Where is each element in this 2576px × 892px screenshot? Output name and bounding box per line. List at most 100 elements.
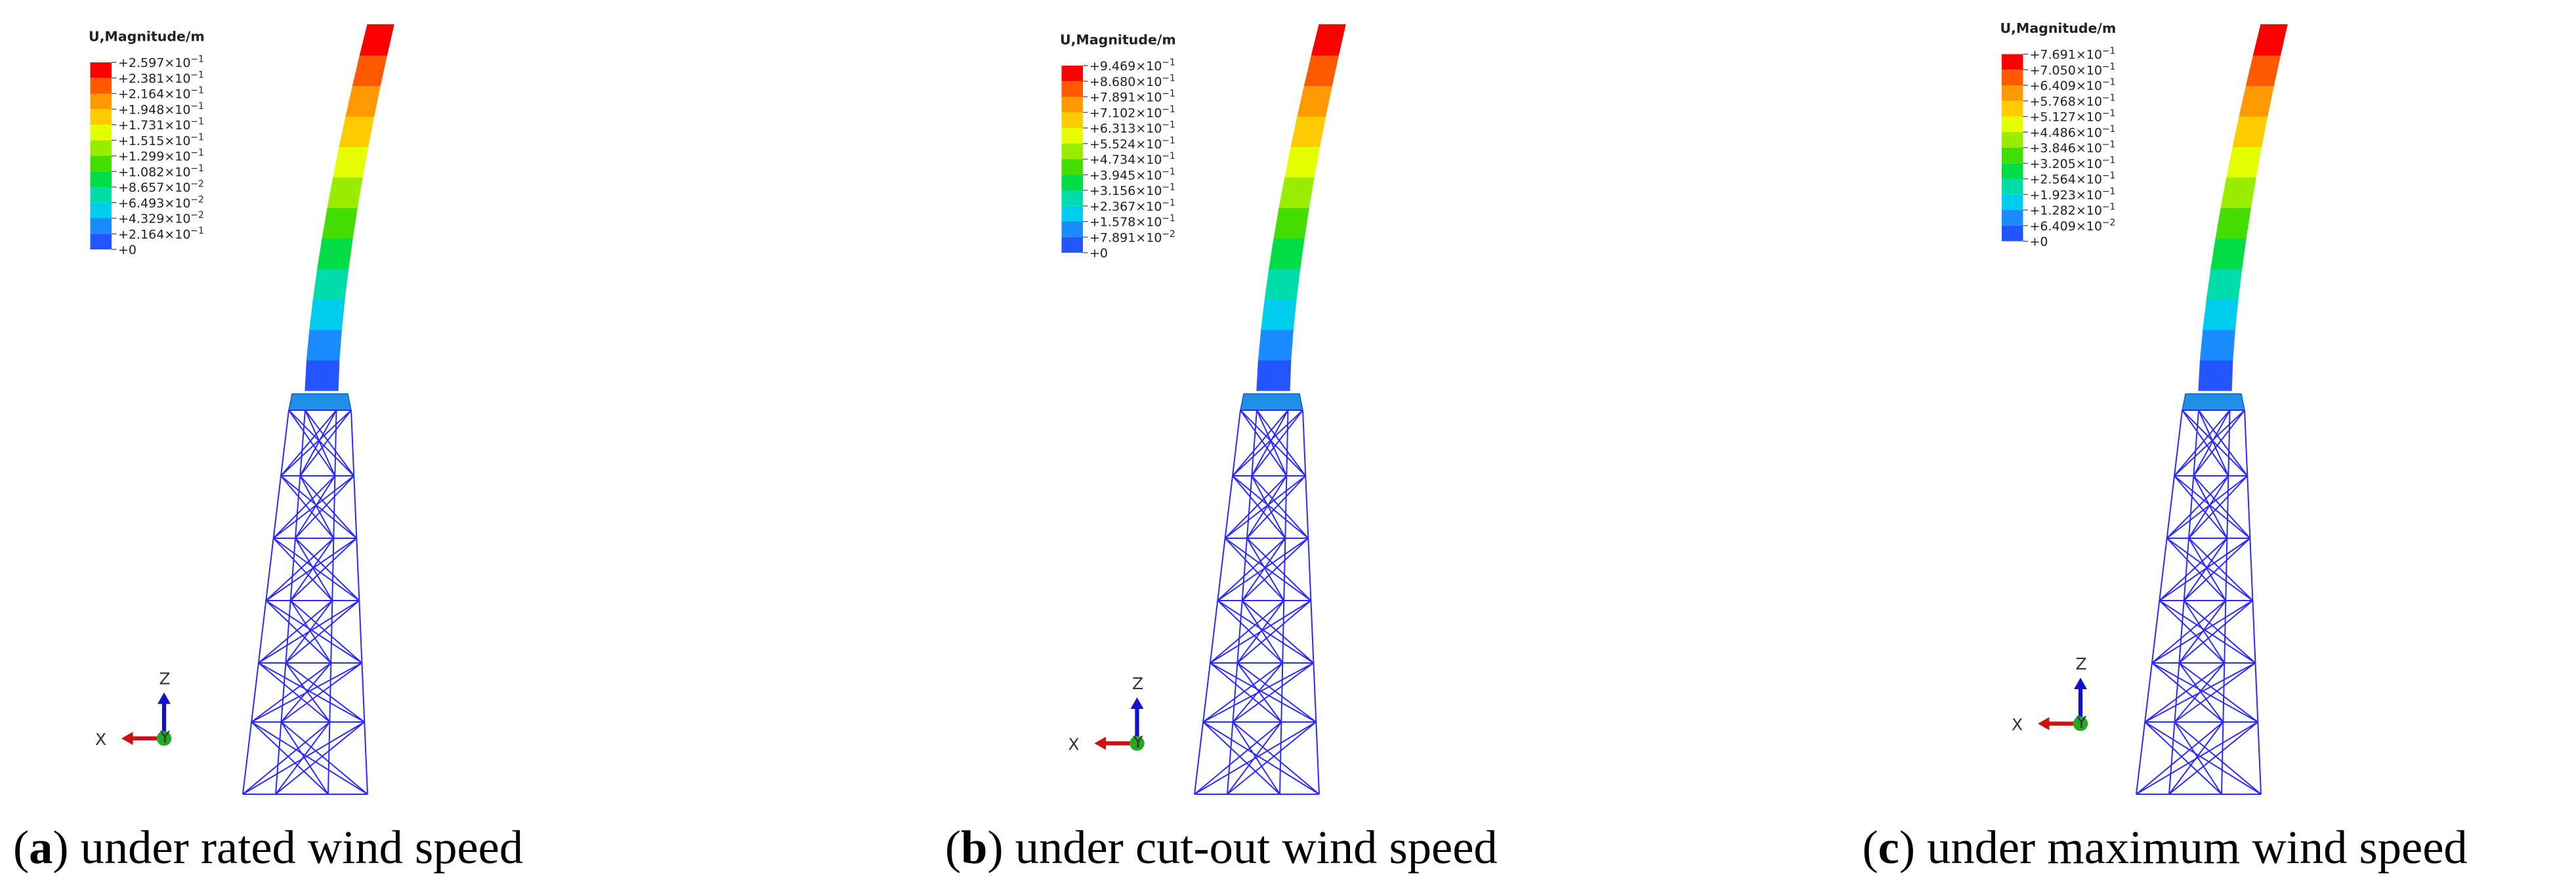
legend-exponent: −1 [1162,182,1175,193]
column-segment [305,359,340,391]
column-segment [333,146,369,178]
jacket-brace [299,475,358,539]
column-segment [327,177,363,208]
jacket-leg [1194,410,1241,795]
x-arrowhead [1094,736,1106,750]
jacket-brace [1256,410,1307,477]
legend-exponent: −1 [1162,213,1175,224]
legend-label: +6.313×10−1 [1089,120,1175,137]
column-segment [2220,177,2256,208]
jacket-brace [1246,475,1288,539]
jacket-brace [2188,475,2249,539]
column-segment [2232,116,2268,147]
legend-exponent: −1 [2102,155,2115,165]
legend-mantissa: +7.102×10 [1089,106,1162,120]
legend-swatch [90,125,112,140]
jacket-brace [2144,721,2262,795]
legend-mantissa: +1.923×10 [2030,188,2102,202]
z-arrowhead [1130,697,1144,709]
jacket-brace [1232,662,1284,723]
legend-label: +1.299×10−1 [118,148,204,164]
jacket-brace [2183,538,2228,601]
legend-swatch [90,187,112,203]
jacket-brace [1232,662,1315,723]
jacket-brace [2174,721,2222,795]
caption-letter: a [29,820,53,874]
legend-label: +1.282×10−1 [2030,202,2116,219]
jacket-brace [2151,662,2224,723]
jacket-brace [1232,475,1286,539]
legend-swatch [2002,194,2023,211]
column-segment [2252,24,2288,56]
jacket-brace [290,600,363,664]
legend-exponent: −1 [1162,104,1175,115]
jacket-brace [1232,721,1320,795]
axis-label-z: Z [2076,654,2087,673]
jacket-brace [295,538,333,601]
legend-exponent: −1 [1162,198,1175,208]
jacket-brace [1236,662,1317,723]
jacket-brace [2159,600,2256,664]
jacket-brace [1224,538,1285,601]
jacket-brace [1242,538,1309,601]
jacket-brace [2174,410,2231,477]
legend-exponent: −1 [2102,62,2115,72]
jacket-brace [1232,410,1303,477]
jacket-brace [2193,475,2251,539]
jacket-brace [1202,721,1280,795]
jacket-brace [305,410,355,477]
z-arrowhead [2074,677,2087,689]
column-segment [2199,329,2235,361]
column-segment [1284,146,1320,178]
transition-piece [1240,393,1303,411]
jacket-leg [1279,410,1289,795]
caption-text: ) under rated wind speed [53,820,523,874]
caption-open: ( [1863,820,1878,874]
jacket-brace [2193,475,2228,539]
jacket-leg [2136,410,2183,795]
column-segment [2198,359,2233,391]
legend-exponent: −1 [1162,89,1175,99]
jacket-brace [1194,721,1282,795]
jacket-brace [2174,475,2250,539]
legend-label: +2.367×10−1 [1089,198,1175,214]
legend-mantissa: +8.657×10 [118,181,190,195]
jacket-brace [2151,600,2226,664]
legend-swatch [1061,143,1083,159]
jacket-brace [1241,600,1284,664]
legend-swatch [1061,81,1083,97]
jacket-brace [2184,600,2256,664]
legend-label: +3.205×10−1 [2030,155,2116,171]
legend-mantissa: +4.329×10 [118,212,190,226]
legend-label: +3.156×10−1 [1089,182,1175,199]
legend-label: +1.082×10−1 [118,163,204,180]
legend-exponent: −1 [190,70,203,80]
jacket-brace [280,662,332,723]
legend-exponent: −1 [190,101,203,112]
jacket-brace [1202,662,1283,723]
legend-mantissa: +1.515×10 [118,134,190,148]
legend-exponent: −1 [2102,186,2115,197]
legend-mantissa: +3.156×10 [1089,184,1162,198]
jacket-brace [265,600,331,664]
jacket-brace [2168,721,2224,795]
legend-mantissa: +1.948×10 [118,102,190,117]
jacket-brace [2136,721,2258,795]
y-axis-origin [156,731,172,746]
jacket-brace [2166,538,2227,601]
jacket-brace [1251,410,1289,477]
jacket-brace [1227,721,1317,795]
axis-label-z: Z [1132,674,1143,693]
jacket-brace [2174,475,2228,539]
jacket-brace [1202,721,1320,795]
legend-exponent: −1 [2102,124,2115,135]
jacket-brace [2144,721,2222,795]
legend-swatch [90,140,112,156]
legend-exponent: −1 [190,132,203,142]
caption: (c) under maximum wind speed [1863,820,2468,874]
caption-open: ( [945,820,961,874]
legend-swatch [1061,112,1083,129]
jacket-brace [1241,538,1286,601]
legend-mantissa: +3.945×10 [1089,168,1162,182]
legend-exponent: −1 [1162,135,1175,146]
